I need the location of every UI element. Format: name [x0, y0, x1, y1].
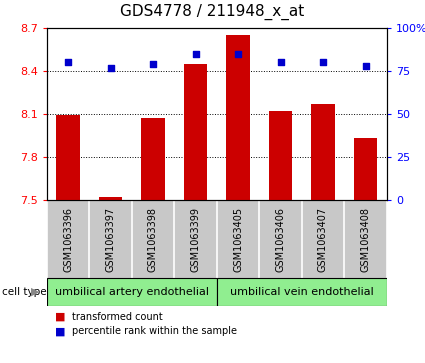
Text: umbilical artery endothelial: umbilical artery endothelial: [55, 287, 209, 297]
Text: transformed count: transformed count: [72, 312, 163, 322]
Bar: [354, 138, 377, 200]
Text: percentile rank within the sample: percentile rank within the sample: [72, 326, 237, 337]
Text: umbilical vein endothelial: umbilical vein endothelial: [230, 287, 374, 297]
Bar: [47, 278, 217, 306]
Point: [65, 60, 71, 65]
Bar: [184, 64, 207, 200]
Text: GSM1063408: GSM1063408: [360, 207, 371, 272]
Bar: [226, 35, 249, 200]
Point: [150, 61, 156, 67]
Text: GSM1063407: GSM1063407: [318, 207, 328, 272]
Point: [235, 51, 241, 57]
Text: GSM1063397: GSM1063397: [105, 207, 116, 272]
Point: [107, 65, 114, 70]
Point: [192, 51, 199, 57]
Text: GSM1063406: GSM1063406: [275, 207, 286, 272]
Text: GSM1063399: GSM1063399: [190, 207, 201, 272]
Bar: [99, 197, 122, 200]
Text: GSM1063398: GSM1063398: [148, 207, 158, 272]
Bar: [56, 115, 79, 200]
Bar: [141, 118, 164, 200]
Text: GSM1063396: GSM1063396: [63, 207, 73, 272]
Point: [277, 60, 284, 65]
Text: GDS4778 / 211948_x_at: GDS4778 / 211948_x_at: [120, 4, 305, 20]
Bar: [311, 104, 334, 200]
Text: cell type: cell type: [2, 287, 47, 297]
Point: [362, 63, 369, 69]
Text: GSM1063405: GSM1063405: [233, 207, 243, 272]
Text: ■: ■: [55, 326, 66, 337]
Point: [320, 60, 326, 65]
Text: ▶: ▶: [31, 287, 40, 297]
Text: ■: ■: [55, 312, 66, 322]
Bar: [217, 278, 387, 306]
Bar: [269, 111, 292, 200]
